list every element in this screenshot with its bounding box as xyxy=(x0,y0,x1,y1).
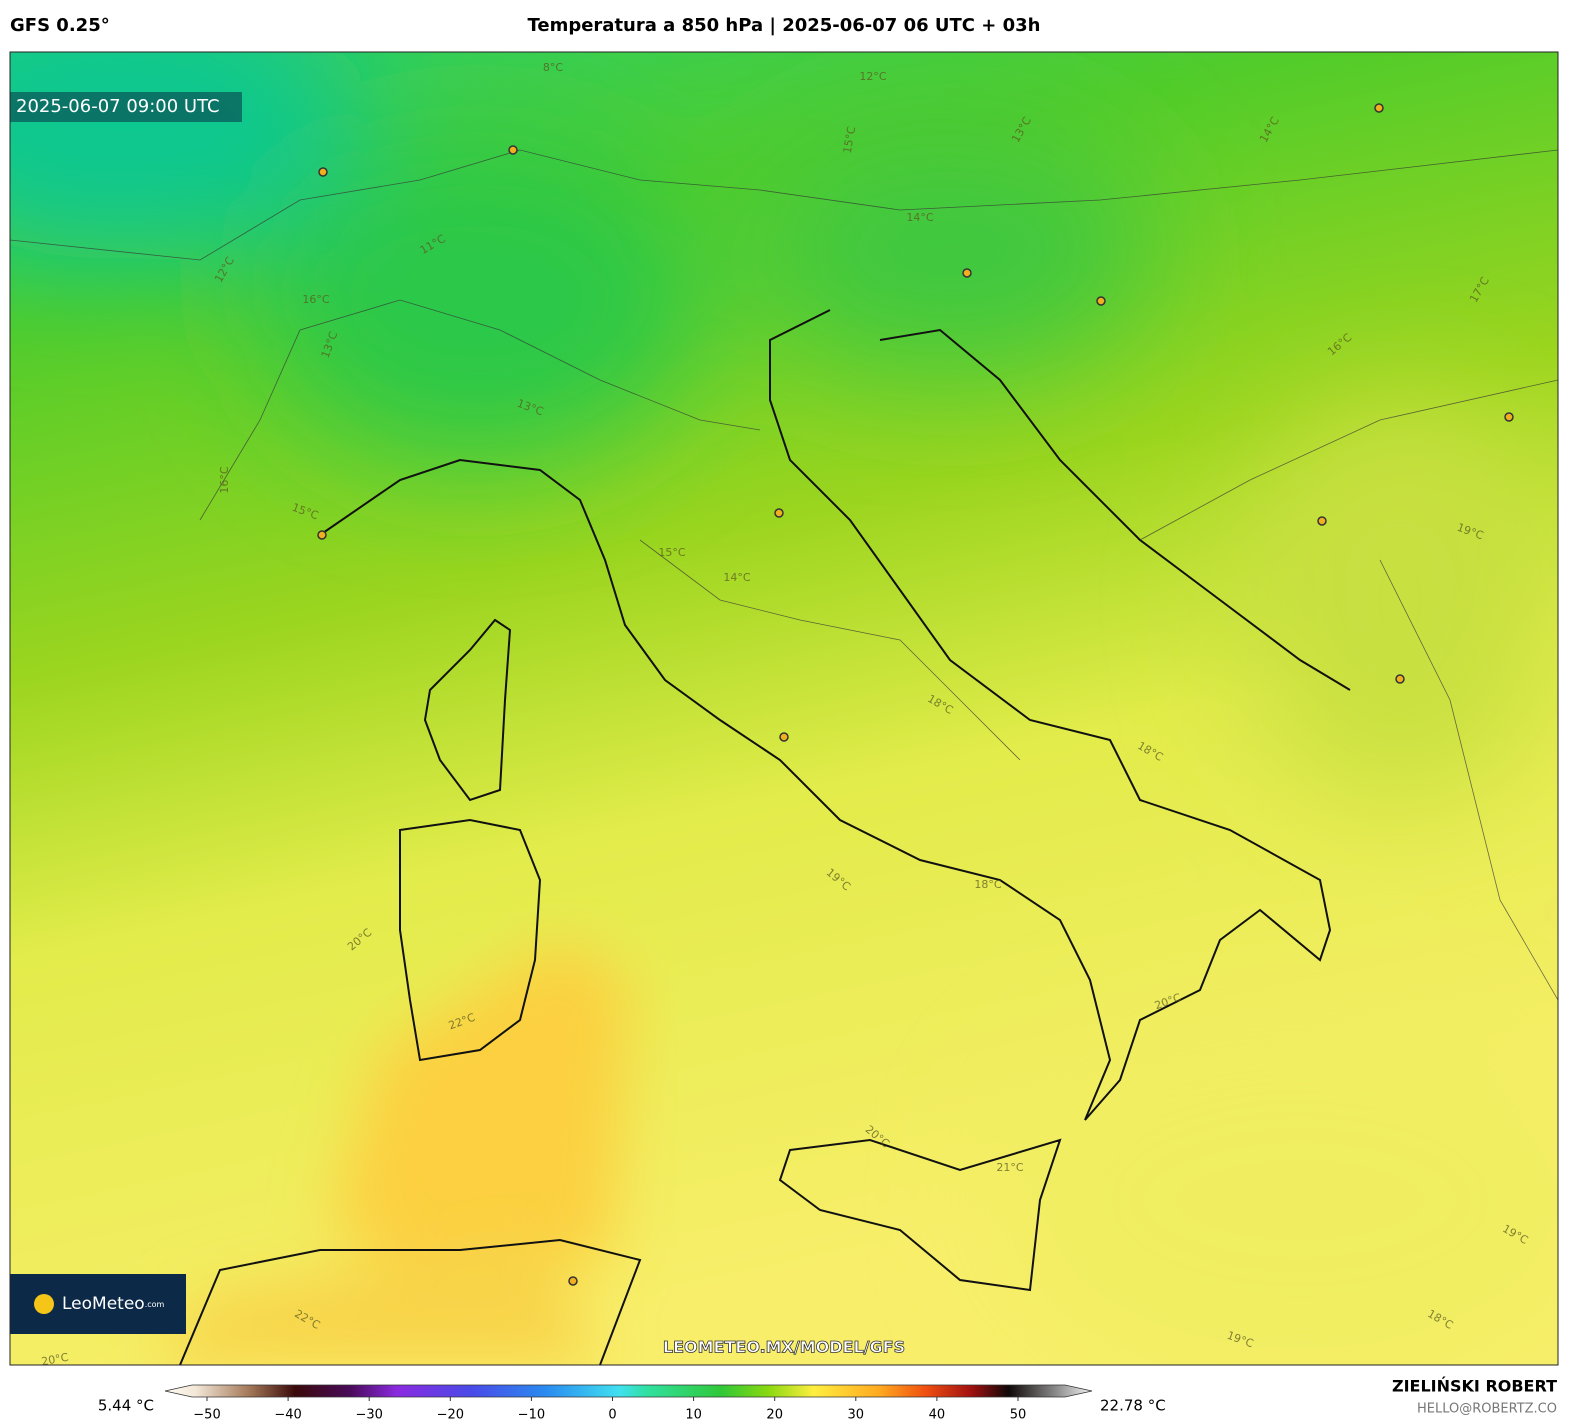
contour-label: 8°C xyxy=(543,61,563,74)
colorbar-tick-label: −40 xyxy=(274,1408,301,1423)
max-value: 22.78 °C xyxy=(1100,1397,1166,1415)
contour-label: 15°C xyxy=(658,546,685,559)
colorbar-tick-label: 30 xyxy=(848,1408,865,1423)
contour-label: 16°C xyxy=(302,293,329,306)
map: 8°C12°C13°C 14°C15°C16°C11°C12°C13°C13°C1… xyxy=(10,52,1558,1369)
logo-text: LeoMeteo.com xyxy=(62,1294,165,1314)
city-markers xyxy=(317,103,1514,1286)
colorbar-tick-label: −50 xyxy=(193,1408,220,1423)
contour-label: 20°C xyxy=(40,1351,69,1369)
colorbar-tick-label: −30 xyxy=(355,1408,382,1423)
colorbar: −50 −40 −30 −20 −10 0 10 20 30 40 50 xyxy=(164,1384,1093,1423)
colorbar-tick-label: 40 xyxy=(929,1408,946,1423)
contour-label: 18°C xyxy=(974,878,1001,891)
map-frame xyxy=(9,51,1559,1366)
logo-sun xyxy=(34,1294,54,1314)
coastlines xyxy=(179,309,1351,1365)
colorbar-tick-label: −10 xyxy=(518,1408,545,1423)
contour-label: 12°C xyxy=(859,70,886,83)
watermark: LEOMETEO.MX/MODEL/GFS xyxy=(663,1338,905,1357)
borders xyxy=(10,149,1558,1001)
contour-label: 21°C xyxy=(996,1161,1023,1174)
colorbar-bar xyxy=(164,1384,1093,1398)
credit-email: HELLO@ROBERTZ.CO xyxy=(1417,1402,1557,1417)
min-value: 5.44 °C xyxy=(98,1397,154,1415)
contour-label: 14°C xyxy=(906,211,933,224)
model-name: GFS 0.25° xyxy=(10,15,110,36)
contour-label: 16°C xyxy=(218,466,231,493)
colorbar-tick-label: 50 xyxy=(1010,1408,1027,1423)
map-title: Temperatura a 850 hPa | 2025-06-07 06 UT… xyxy=(527,15,1040,36)
colorbar-tick-label: 10 xyxy=(685,1408,702,1423)
time-badge xyxy=(10,92,242,122)
credit-name: ZIELIŃSKI ROBERT xyxy=(1392,1377,1557,1396)
valid-time: 2025-06-07 09:00 UTC xyxy=(16,96,220,117)
colorbar-tick-label: 20 xyxy=(766,1408,783,1423)
contour-label: 15°C xyxy=(841,125,859,154)
colorbar-tick-label: 0 xyxy=(608,1408,616,1423)
contour-label: 14°C xyxy=(723,571,750,584)
colorbar-tick-label: −20 xyxy=(437,1408,464,1423)
